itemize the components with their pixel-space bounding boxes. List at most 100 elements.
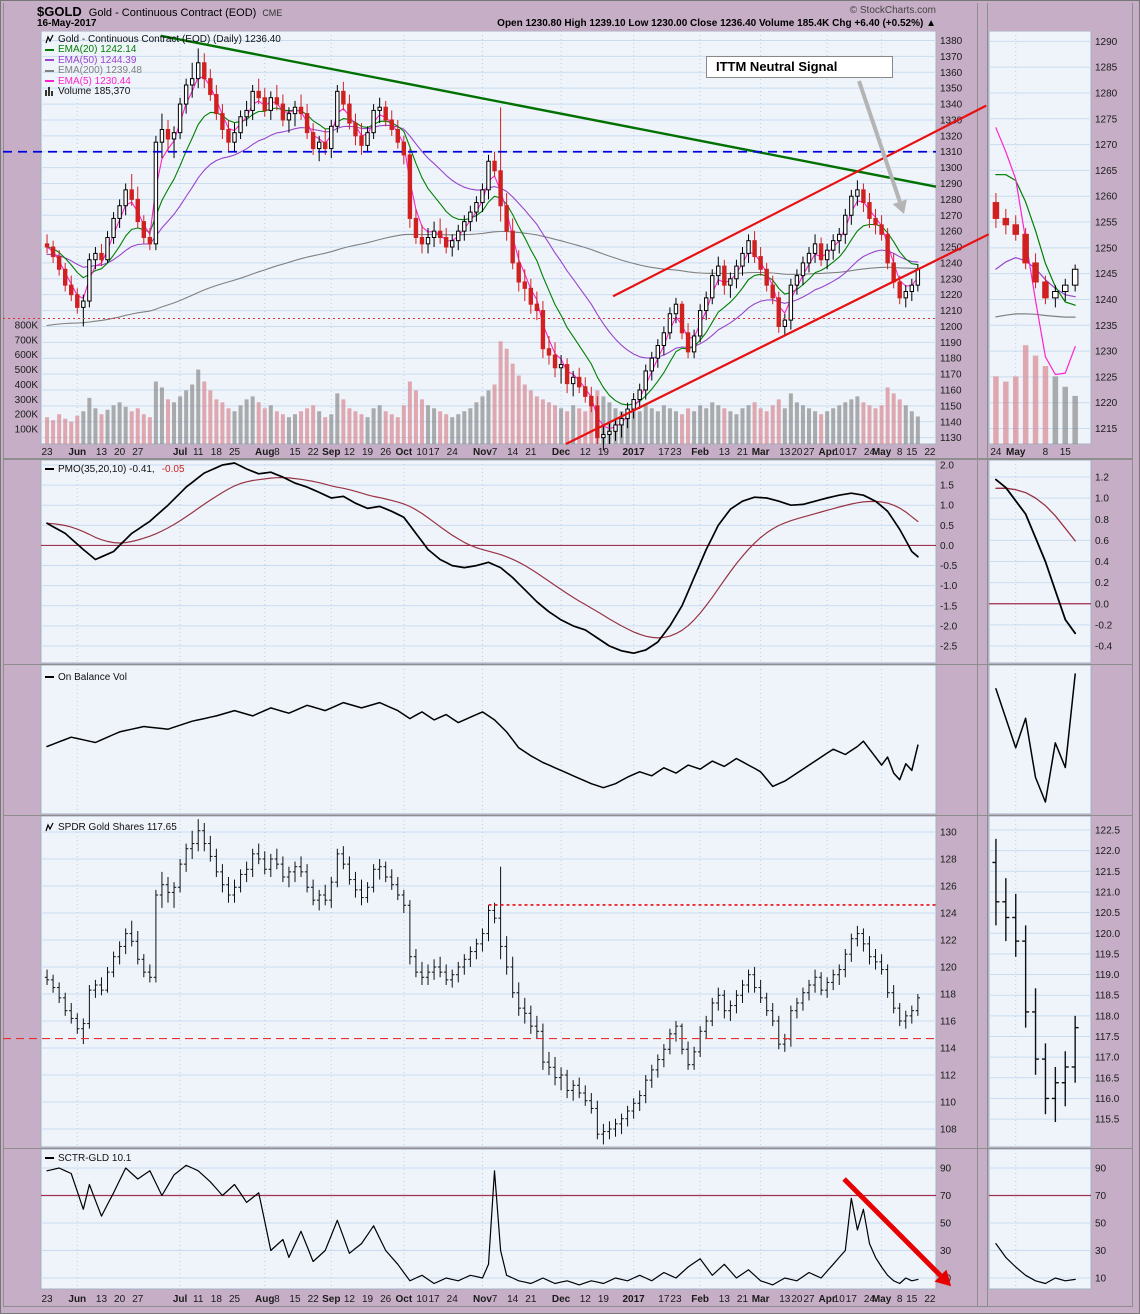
- svg-text:10: 10: [1095, 1274, 1107, 1285]
- svg-text:1285: 1285: [1095, 63, 1118, 74]
- obv-legend-label: On Balance Vol: [58, 671, 127, 683]
- svg-text:300K: 300K: [15, 395, 39, 406]
- svg-text:116.0: 116.0: [1095, 1094, 1120, 1105]
- svg-text:13: 13: [96, 1294, 108, 1305]
- svg-text:17: 17: [658, 1294, 670, 1305]
- svg-text:Jul: Jul: [173, 1294, 188, 1305]
- header-band: [3, 3, 1133, 31]
- svg-text:-2.0: -2.0: [940, 621, 958, 632]
- svg-text:17: 17: [429, 1294, 441, 1305]
- svg-text:13: 13: [719, 447, 731, 458]
- svg-text:Feb: Feb: [691, 447, 709, 458]
- svg-text:1245: 1245: [1095, 269, 1118, 280]
- svg-text:119.5: 119.5: [1095, 949, 1120, 960]
- ittm-neutral-signal-annotation: ITTM Neutral Signal: [706, 56, 893, 78]
- svg-text:24: 24: [447, 447, 459, 458]
- svg-text:8: 8: [897, 447, 903, 458]
- svg-text:Jun: Jun: [68, 447, 86, 458]
- svg-text:Dec: Dec: [552, 1294, 571, 1305]
- pmo-signal-value: -0.05: [161, 463, 185, 475]
- svg-text:19: 19: [598, 1294, 610, 1305]
- svg-text:Mar: Mar: [752, 447, 770, 458]
- svg-text:116: 116: [940, 1017, 956, 1028]
- svg-text:122: 122: [940, 936, 957, 947]
- svg-text:1215: 1215: [1095, 424, 1118, 435]
- svg-text:Sep: Sep: [322, 1294, 340, 1305]
- svg-text:1330: 1330: [940, 115, 963, 126]
- obv-legend: On Balance Vol: [45, 672, 127, 683]
- candlestick-style-icon: [45, 34, 54, 45]
- svg-text:600K: 600K: [15, 350, 39, 361]
- svg-text:17: 17: [846, 1294, 858, 1305]
- svg-text:26: 26: [380, 447, 392, 458]
- pmo-panel: 2.0 1.5 1.0 0.5 0.0 -0.5 -1.0 -1.5 -2.0 -2.5 1.2 1.…: [3, 459, 1133, 664]
- svg-text:14: 14: [507, 1294, 519, 1305]
- svg-text:1350: 1350: [940, 84, 963, 95]
- svg-text:25: 25: [229, 1294, 241, 1305]
- ema200-swatch-icon: [45, 69, 54, 72]
- svg-text:1225: 1225: [1095, 372, 1118, 383]
- svg-text:Aug: Aug: [255, 1294, 274, 1305]
- svg-text:1290: 1290: [940, 179, 963, 190]
- svg-text:17: 17: [846, 447, 858, 458]
- svg-text:7: 7: [492, 447, 498, 458]
- gld-panel: 130 128 126 124 122 120 118 116 114 112 110 108 122.…: [3, 815, 1133, 1148]
- svg-text:May: May: [872, 447, 892, 458]
- svg-text:1260: 1260: [1095, 192, 1118, 203]
- svg-text:1360: 1360: [940, 68, 963, 79]
- svg-text:11: 11: [193, 1294, 204, 1305]
- svg-text:Dec: Dec: [552, 447, 571, 458]
- pmo-legend-label: PMO(35,20,10) -0.41,: [58, 463, 155, 475]
- svg-text:15: 15: [1060, 447, 1072, 458]
- svg-text:0.6: 0.6: [1095, 536, 1109, 547]
- svg-text:24: 24: [990, 447, 1002, 458]
- svg-text:-0.4: -0.4: [1095, 642, 1113, 653]
- volume-legend: Volume 185,370: [45, 86, 281, 98]
- svg-text:90: 90: [1095, 1164, 1107, 1175]
- svg-text:130: 130: [940, 828, 957, 839]
- svg-text:112: 112: [940, 1071, 956, 1082]
- svg-text:25: 25: [229, 447, 241, 458]
- svg-text:24: 24: [447, 1294, 459, 1305]
- svg-text:17: 17: [429, 447, 441, 458]
- svg-text:1180: 1180: [940, 354, 962, 365]
- svg-text:90: 90: [940, 1164, 952, 1175]
- svg-text:0.5: 0.5: [940, 521, 954, 532]
- svg-text:-1.5: -1.5: [940, 601, 958, 612]
- svg-text:1230: 1230: [940, 274, 963, 285]
- svg-text:1.5: 1.5: [940, 481, 954, 492]
- volume-bars-icon: [45, 86, 54, 97]
- svg-text:Mar: Mar: [752, 1294, 770, 1305]
- svg-text:1235: 1235: [1095, 321, 1118, 332]
- svg-text:0.4: 0.4: [1095, 557, 1109, 568]
- svg-text:120: 120: [940, 963, 957, 974]
- svg-text:May: May: [872, 1294, 892, 1305]
- svg-text:100K: 100K: [15, 425, 39, 436]
- svg-text:22: 22: [308, 447, 320, 458]
- obv-line-icon: [45, 676, 54, 679]
- svg-text:1280: 1280: [1095, 88, 1118, 99]
- svg-text:Nov: Nov: [473, 1294, 492, 1305]
- svg-text:26: 26: [380, 1294, 392, 1305]
- volume-legend-label: Volume 185,370: [58, 86, 131, 98]
- svg-text:27: 27: [803, 1294, 815, 1305]
- ema50-swatch-icon: [45, 59, 54, 62]
- svg-text:Nov: Nov: [473, 447, 492, 458]
- svg-text:1240: 1240: [940, 258, 963, 269]
- svg-text:1160: 1160: [940, 385, 962, 396]
- svg-text:122.5: 122.5: [1095, 826, 1120, 837]
- header-title-line: $GOLD Gold - Continuous Contract (EOD) CME: [37, 3, 282, 21]
- svg-text:1190: 1190: [940, 338, 962, 349]
- svg-text:1270: 1270: [1095, 140, 1118, 151]
- svg-text:15: 15: [906, 447, 918, 458]
- svg-text:0.0: 0.0: [1095, 599, 1109, 610]
- svg-text:Jul: Jul: [173, 447, 188, 458]
- svg-text:0.2: 0.2: [1095, 578, 1109, 589]
- svg-text:11: 11: [193, 447, 204, 458]
- svg-text:20: 20: [791, 447, 803, 458]
- svg-text:1300: 1300: [940, 163, 963, 174]
- svg-text:23: 23: [670, 1294, 682, 1305]
- ema200-legend: EMA(200) 1239.48: [45, 65, 281, 76]
- price-legend-title: Gold - Continuous Contract (EOD) (Daily)…: [58, 33, 281, 45]
- svg-text:1380: 1380: [940, 36, 963, 47]
